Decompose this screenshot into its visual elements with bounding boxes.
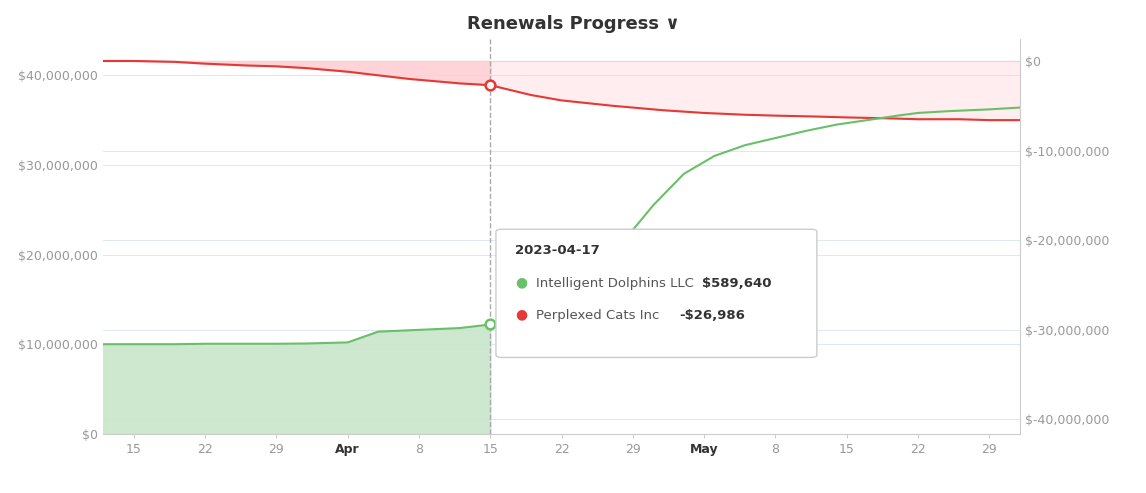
Text: Perplexed Cats Inc: Perplexed Cats Inc [536, 310, 659, 322]
Text: ●: ● [516, 275, 527, 289]
Text: -$26,986: -$26,986 [680, 310, 745, 322]
Text: 2023-04-17: 2023-04-17 [516, 244, 601, 257]
Text: $589,640: $589,640 [702, 278, 771, 290]
Text: Intelligent Dolphins LLC: Intelligent Dolphins LLC [536, 278, 694, 290]
Text: Renewals Progress ∨: Renewals Progress ∨ [466, 15, 680, 33]
Text: ●: ● [516, 307, 527, 321]
